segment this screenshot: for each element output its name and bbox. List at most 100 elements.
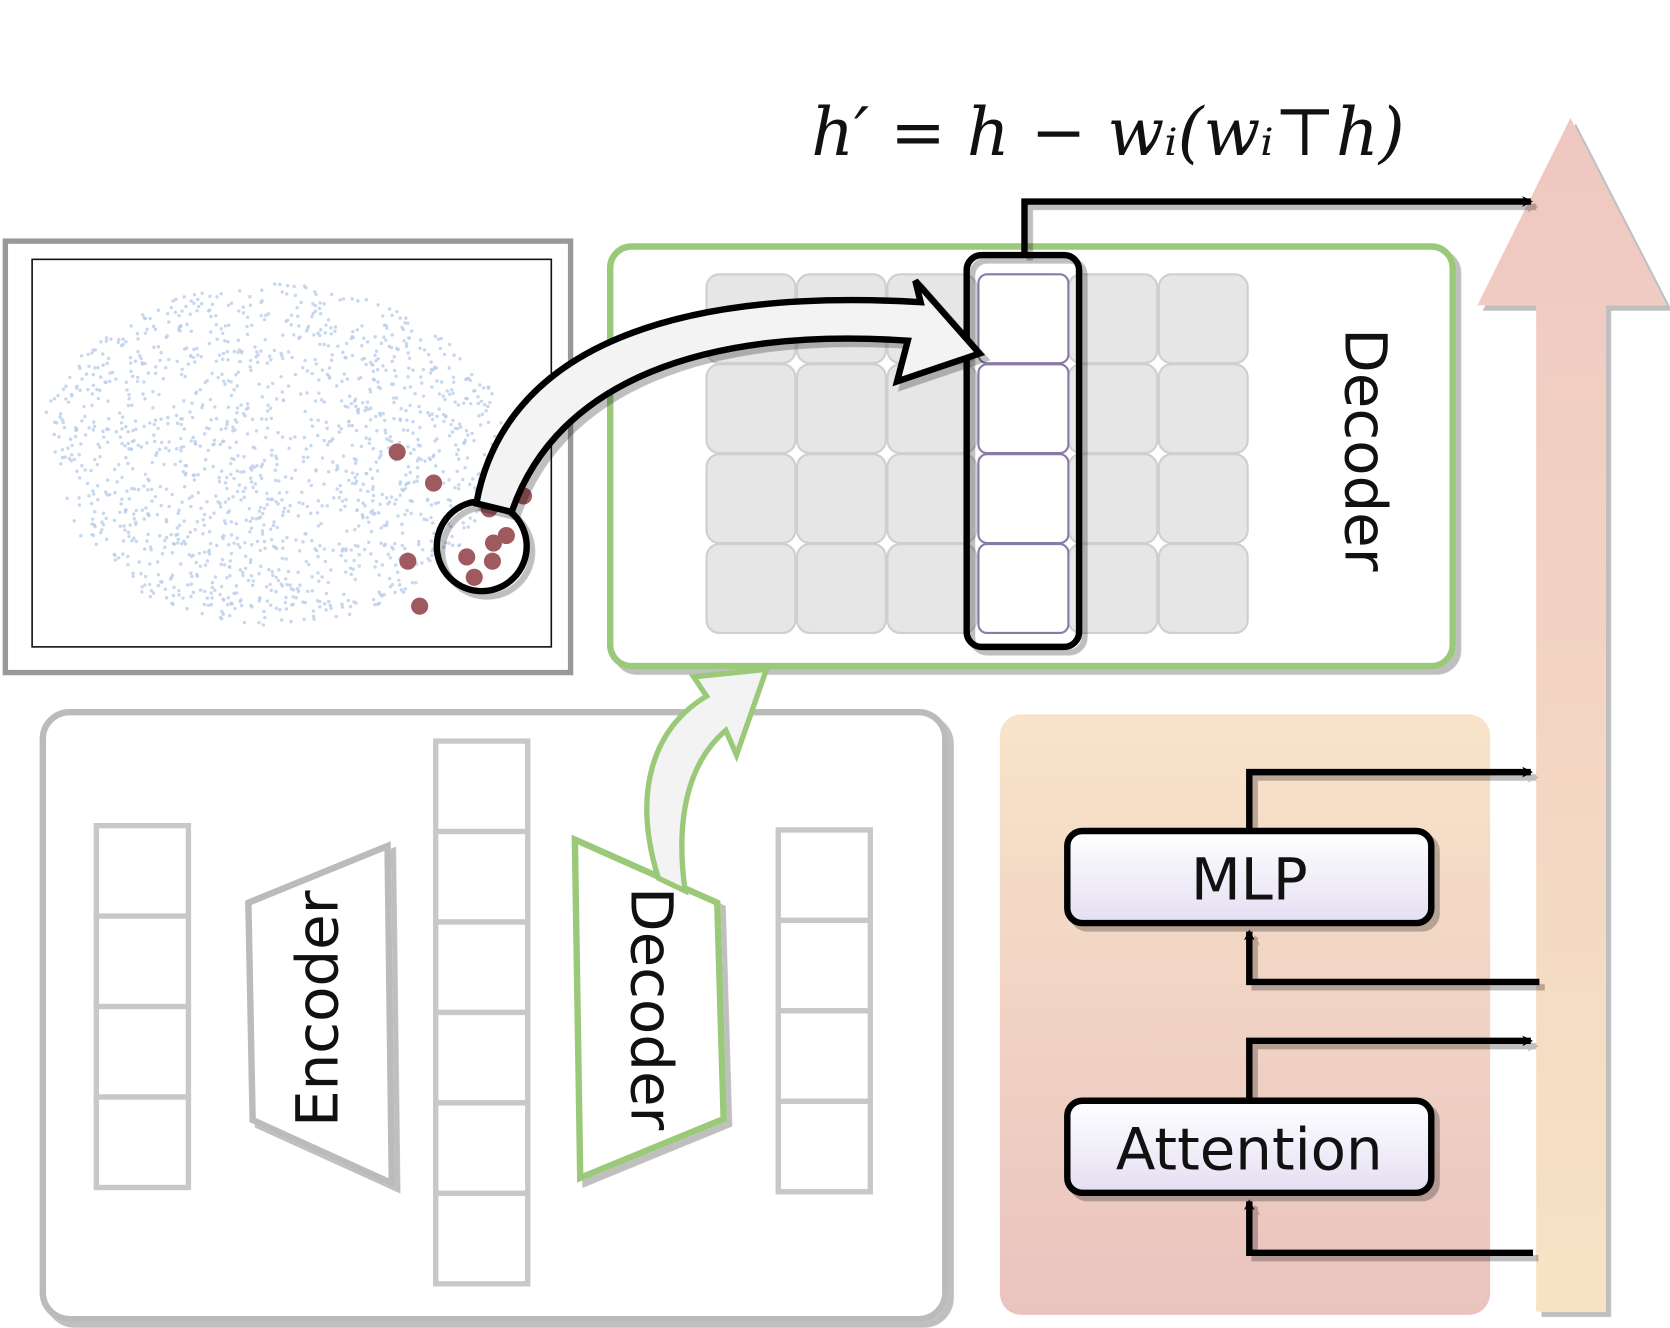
cloud-point — [138, 354, 142, 358]
cloud-point — [324, 608, 328, 612]
cloud-point — [220, 557, 225, 562]
cloud-point — [100, 520, 104, 524]
cloud-point — [105, 478, 110, 482]
cloud-point — [209, 591, 213, 595]
cloud-point — [240, 350, 244, 355]
cloud-point — [249, 603, 253, 608]
cloud-point — [228, 613, 232, 618]
cloud-point — [265, 361, 270, 365]
cloud-point — [205, 559, 210, 563]
cloud-point — [345, 377, 350, 381]
cloud-point — [212, 438, 217, 442]
cloud-point — [314, 292, 318, 296]
cloud-point — [128, 523, 132, 527]
cloud-point — [225, 602, 230, 607]
cloud-point — [164, 520, 169, 524]
cloud-point — [473, 519, 477, 523]
cloud-point — [473, 389, 477, 393]
cloud-point — [196, 490, 200, 495]
cloud-point — [143, 361, 147, 366]
cloud-point — [259, 300, 263, 305]
cloud-point — [344, 570, 348, 574]
cloud-point — [379, 450, 383, 454]
cloud-point — [70, 453, 74, 457]
cloud-point — [354, 404, 358, 408]
cloud-point — [79, 354, 84, 358]
cloud-point — [464, 377, 468, 382]
cloud-point — [257, 509, 262, 513]
cloud-point — [344, 559, 348, 563]
cloud-point — [390, 359, 394, 363]
cloud-point — [329, 326, 333, 330]
cloud-point — [350, 297, 354, 301]
cloud-point — [452, 353, 456, 357]
cloud-point — [114, 377, 118, 381]
cloud-point — [337, 424, 341, 428]
cloud-point — [196, 297, 200, 302]
cloud-point — [143, 574, 148, 579]
cloud-point — [280, 435, 285, 439]
cloud-point — [102, 435, 106, 439]
cloud-point — [281, 356, 285, 361]
highlight-cells — [977, 273, 1070, 635]
cloud-point — [248, 303, 253, 307]
cloud-point — [195, 309, 199, 313]
cloud-point — [442, 352, 447, 357]
cloud-point — [320, 575, 324, 579]
grid-cell — [795, 363, 887, 455]
point — [399, 552, 417, 570]
cloud-point — [450, 430, 455, 434]
cloud-point — [203, 458, 208, 462]
cloud-point — [367, 441, 372, 445]
cloud-point — [103, 490, 108, 494]
cloud-point — [125, 489, 129, 493]
cloud-point — [198, 444, 202, 448]
cloud-point — [132, 487, 137, 491]
cloud-point — [238, 545, 242, 550]
cloud-point — [156, 308, 161, 312]
cloud-point — [239, 498, 243, 502]
cloud-point — [326, 318, 331, 322]
cloud-point — [260, 462, 265, 466]
cloud-point — [423, 459, 427, 463]
cloud-point — [189, 582, 194, 586]
cloud-point — [383, 431, 388, 435]
cloud-point — [206, 309, 211, 313]
cloud-point — [182, 539, 186, 543]
cloud-point — [218, 615, 223, 620]
cloud-point — [357, 552, 361, 557]
cloud-point — [68, 375, 72, 380]
cloud-point — [403, 546, 407, 551]
cloud-point — [280, 390, 285, 394]
cloud-point — [257, 621, 261, 625]
cloud-point — [430, 553, 434, 558]
cloud-point — [375, 469, 380, 473]
cloud-point — [266, 497, 270, 501]
cloud-point — [182, 484, 187, 489]
cloud-point — [379, 453, 383, 457]
grid-cell — [795, 453, 887, 545]
cloud-point — [188, 530, 192, 535]
cloud-point — [425, 518, 429, 522]
cloud-point — [429, 515, 433, 520]
cloud-point — [361, 501, 365, 505]
cloud-point — [268, 582, 272, 587]
cloud-point — [384, 338, 388, 342]
cloud-point — [192, 292, 197, 297]
cloud-point — [156, 345, 161, 349]
cloud-point — [441, 394, 446, 398]
cloud-point — [175, 541, 180, 545]
cloud-point — [162, 462, 166, 467]
cloud-point — [86, 387, 90, 392]
cloud-point — [126, 441, 131, 446]
cloud-point — [233, 606, 237, 611]
cloud-point — [393, 541, 397, 546]
cloud-point — [354, 428, 359, 433]
cloud-point — [330, 353, 334, 357]
cloud-point — [318, 333, 322, 338]
cloud-point — [381, 411, 385, 416]
cloud-point — [108, 379, 112, 384]
cloud-point — [311, 302, 315, 306]
cloud-point — [401, 590, 406, 594]
cloud-point — [122, 524, 126, 528]
